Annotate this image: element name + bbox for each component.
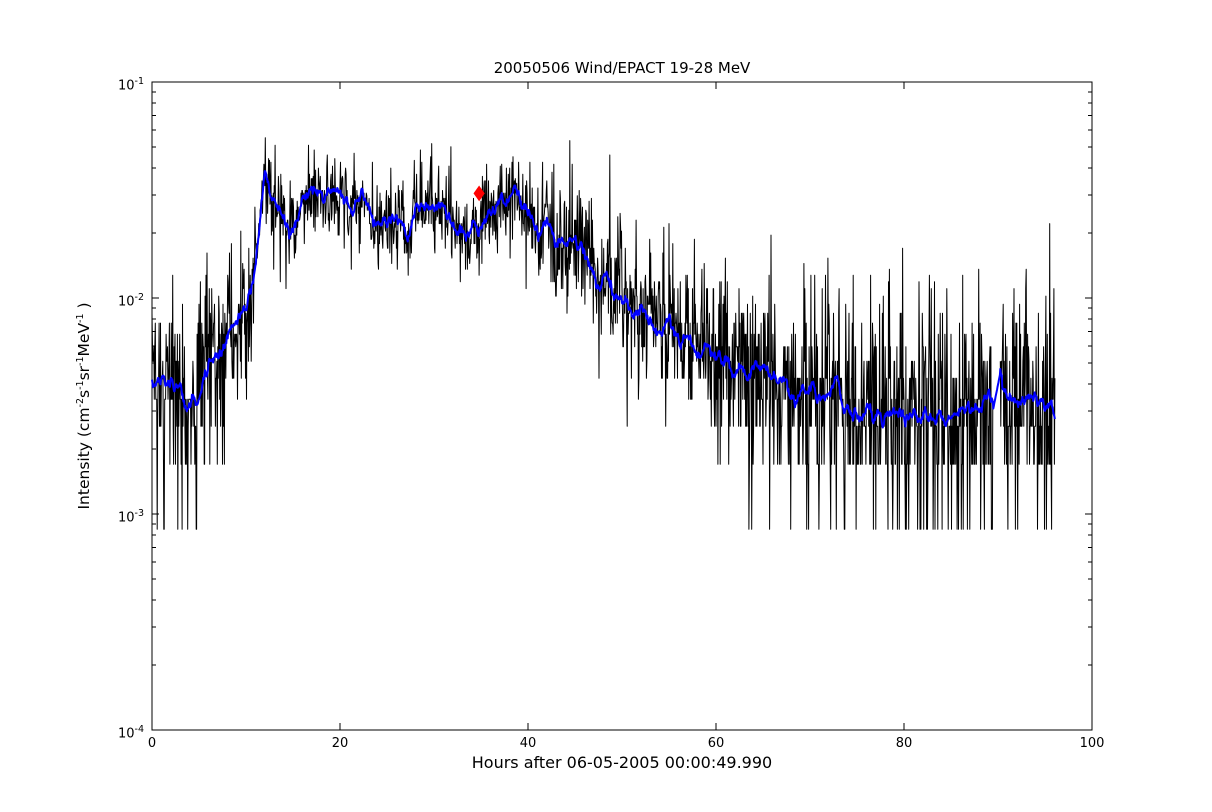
x-tick-label: 60 [707, 736, 725, 751]
smoothed-series-line [151, 170, 1056, 429]
x-axis-label: Hours after 06-05-2005 00:00:49.990 [471, 753, 773, 772]
x-tick-label: 20 [331, 736, 349, 751]
axis-ticks [151, 81, 1093, 731]
x-tick-label: 100 [1079, 736, 1105, 751]
selected-point-marker [473, 185, 485, 202]
y-axis-label: Intensity (cm-2s-1sr-1MeV-1 ) [74, 302, 94, 510]
x-tick-label: 80 [895, 736, 913, 751]
x-tick-label: 40 [519, 736, 537, 751]
raw-series-line [151, 137, 1056, 530]
x-tick-label: 0 [147, 736, 157, 751]
y-tick-label: 10-3 [117, 508, 144, 526]
y-tick-label: 10-4 [117, 724, 144, 742]
y-tick-label: 10-1 [117, 76, 144, 94]
y-tick-label: 10-2 [117, 292, 144, 310]
axes-frame [151, 81, 1093, 731]
plot-title: 20050506 Wind/EPACT 19-28 MeV [493, 59, 751, 77]
